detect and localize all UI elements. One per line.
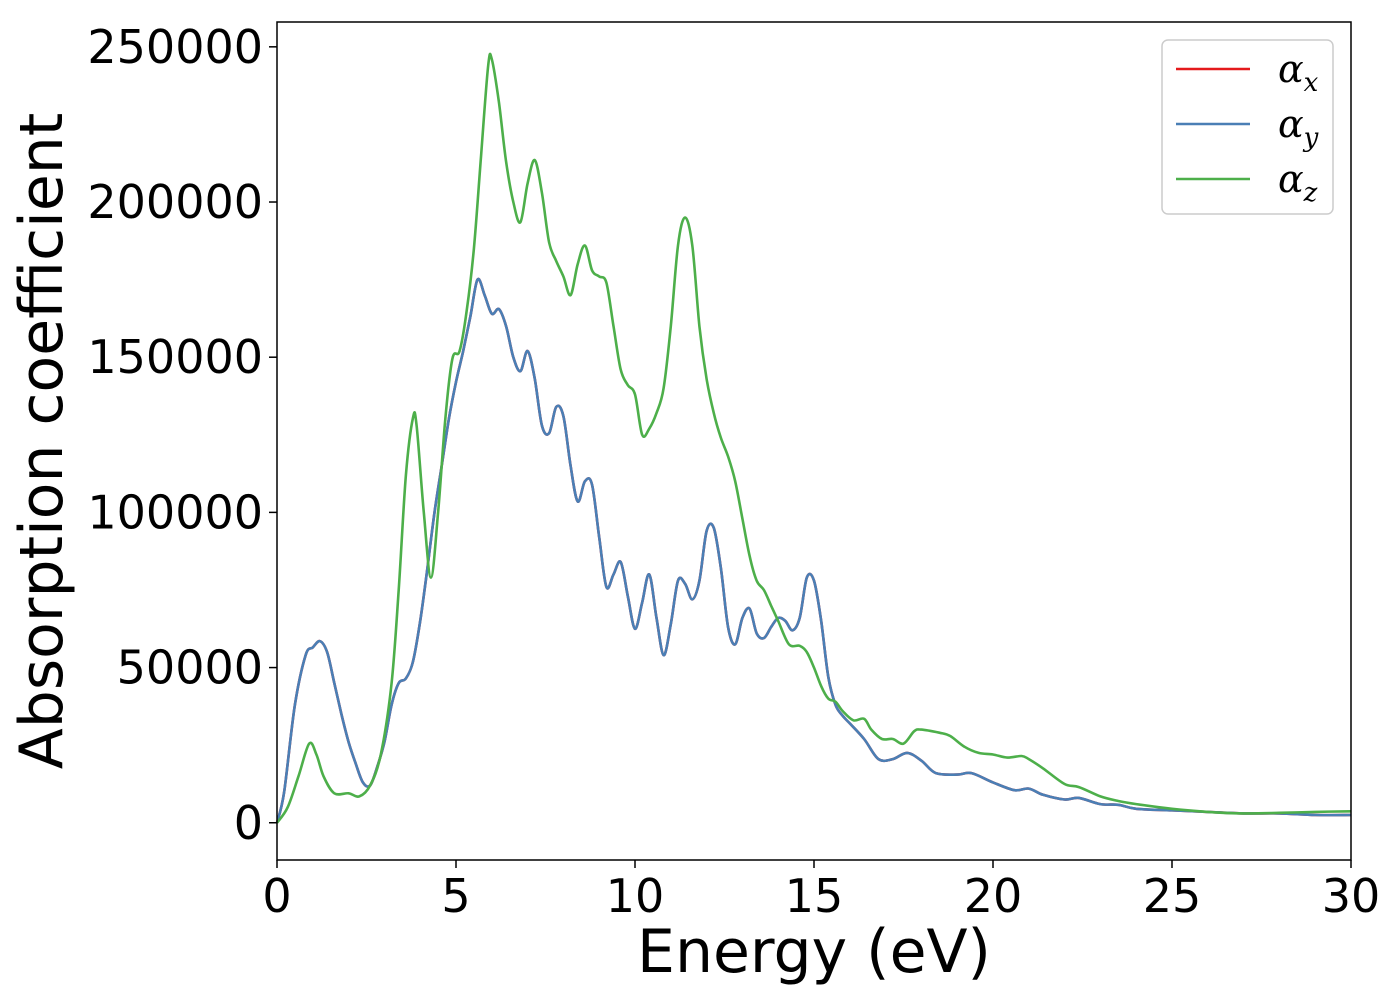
legend-subscript-x: x (1304, 68, 1319, 98)
series-line-z (275, 52, 1352, 824)
y-axis-title: Absorption coefficient (7, 113, 77, 770)
x-tick-label: 15 (785, 869, 844, 923)
series-layer (275, 52, 1352, 824)
series-line-y (275, 277, 1352, 824)
legend-subscript-y: y (1303, 123, 1319, 153)
y-tick-label: 150000 (87, 330, 263, 384)
y-tick-label: 100000 (87, 485, 263, 539)
x-axis-ticks: 0 5 10 15 20 25 30 (262, 860, 1380, 923)
x-tick-label: 5 (441, 869, 470, 923)
x-tick-label: 10 (606, 869, 665, 923)
x-tick-label: 20 (964, 869, 1023, 923)
legend-box (1161, 39, 1334, 215)
legend-subscript-z: z (1303, 178, 1318, 208)
y-axis-ticks: 0 50000 100000 150000 200000 250000 (87, 20, 277, 850)
y-tick-label: 250000 (87, 20, 263, 74)
x-tick-label: 30 (1322, 869, 1381, 923)
y-tick-label: 0 (234, 796, 263, 850)
x-tick-label: 25 (1143, 869, 1202, 923)
y-tick-label: 200000 (87, 175, 263, 229)
x-tick-label: 0 (262, 869, 291, 923)
y-tick-label: 50000 (117, 641, 263, 695)
x-axis-title: Energy (eV) (637, 917, 991, 987)
